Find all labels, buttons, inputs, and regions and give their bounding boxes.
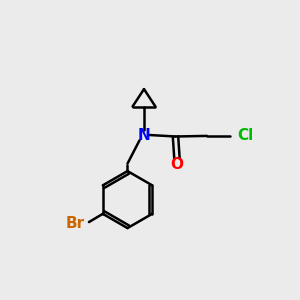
Text: O: O bbox=[170, 157, 184, 172]
Text: Cl: Cl bbox=[238, 128, 254, 143]
Text: Br: Br bbox=[65, 216, 84, 231]
Text: N: N bbox=[138, 128, 150, 142]
